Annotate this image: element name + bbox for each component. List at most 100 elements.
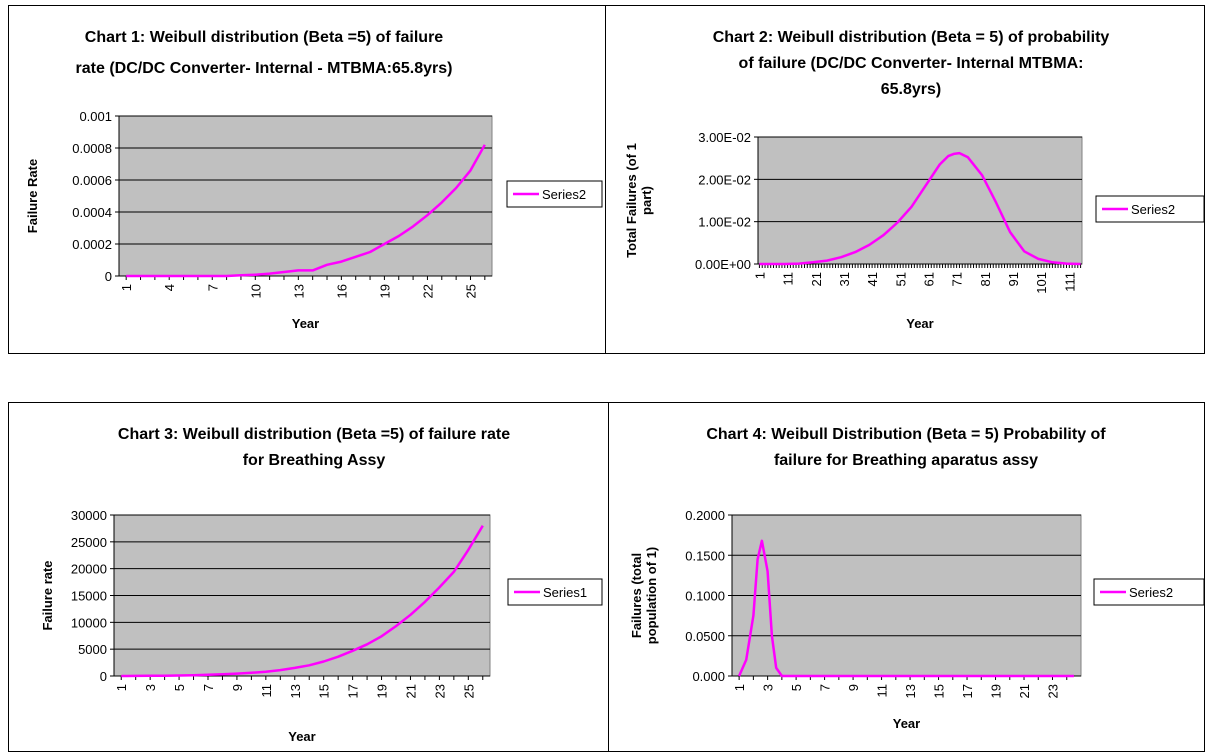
x-tick-label: 111 <box>1062 272 1077 292</box>
y-tick-label: 1.00E-02 <box>698 215 751 230</box>
x-tick-label: 7 <box>205 284 220 291</box>
x-tick-label: 7 <box>201 684 216 691</box>
y-tick-label: 10000 <box>71 615 107 630</box>
chart-title-line: Chart 1: Weibull distribution (Beta =5) … <box>85 29 444 46</box>
x-tick-label: 1 <box>114 684 129 691</box>
x-tick-label: 23 <box>432 684 447 698</box>
x-tick-label: 19 <box>377 284 392 298</box>
y-tick-label: 2.00E-02 <box>698 172 751 187</box>
x-tick-label: 9 <box>230 684 245 691</box>
y-tick-label: 20000 <box>71 562 107 577</box>
y-axis-label: population of 1) <box>644 547 659 644</box>
y-axis-label: Failures (total <box>629 553 644 638</box>
legend-label: Series2 <box>542 187 586 202</box>
x-tick-label: 23 <box>1046 684 1061 698</box>
x-tick-label: 1 <box>752 272 767 279</box>
x-tick-label: 3 <box>143 684 158 691</box>
y-tick-label: 0.000 <box>692 669 725 684</box>
y-axis-label: Failure Rate <box>25 159 40 233</box>
x-tick-label: 7 <box>818 684 833 691</box>
x-tick-label: 71 <box>950 272 965 286</box>
series-line <box>737 539 1074 678</box>
x-tick-label: 31 <box>837 272 852 286</box>
chart-title-line: 65.8yrs) <box>881 81 942 98</box>
x-tick-label: 21 <box>809 272 824 286</box>
x-tick-label: 17 <box>346 684 361 698</box>
x-tick-label: 41 <box>865 272 880 286</box>
y-tick-label: 0.0002 <box>72 237 112 252</box>
chart-title-line: Chart 3: Weibull distribution (Beta =5) … <box>118 426 510 443</box>
x-tick-label: 1 <box>119 284 134 291</box>
x-tick-label: 3 <box>761 684 776 691</box>
x-tick-label: 17 <box>960 684 975 698</box>
x-tick-label: 15 <box>317 684 332 698</box>
x-tick-label: 10 <box>248 284 263 298</box>
chart-title-line: Chart 4: Weibull Distribution (Beta = 5)… <box>706 426 1106 443</box>
chart-panel-1: Chart 1: Weibull distribution (Beta =5) … <box>8 5 606 354</box>
plot-area <box>757 136 1083 265</box>
y-tick-label: 0 <box>105 269 112 284</box>
chart-title-line: of failure (DC/DC Converter- Internal MT… <box>739 55 1084 72</box>
x-tick-label: 11 <box>259 684 274 698</box>
x-tick-label: 19 <box>989 684 1004 698</box>
x-tick-label: 22 <box>420 284 435 298</box>
y-tick-label: 0.0500 <box>685 629 725 644</box>
x-tick-label: 21 <box>403 684 418 698</box>
series-line <box>126 144 486 278</box>
x-tick-label: 19 <box>375 684 390 698</box>
chart-panel-3: Chart 3: Weibull distribution (Beta =5) … <box>8 402 609 752</box>
y-axis-label: part) <box>639 186 654 215</box>
chart-title-line: for Breathing Assy <box>243 452 386 469</box>
legend-label: Series2 <box>1131 202 1175 217</box>
y-tick-label: 0.00E+00 <box>695 257 751 272</box>
x-tick-label: 101 <box>1034 272 1049 294</box>
x-tick-label: 61 <box>921 272 936 286</box>
legend-label: Series1 <box>543 585 587 600</box>
y-tick-label: 0.2000 <box>685 508 725 523</box>
legend-label: Series2 <box>1129 585 1173 600</box>
y-tick-label: 30000 <box>71 508 107 523</box>
x-tick-label: 5 <box>789 684 804 691</box>
x-axis-label: Year <box>906 316 933 331</box>
y-tick-label: 0.0004 <box>72 205 112 220</box>
x-tick-label: 11 <box>875 684 890 698</box>
y-axis-label: Total Failures (of 1 <box>624 143 639 258</box>
x-tick-label: 16 <box>334 284 349 298</box>
x-tick-label: 11 <box>781 272 796 286</box>
x-axis-label: Year <box>288 729 315 744</box>
chart-2: Chart 2: Weibull distribution (Beta = 5)… <box>624 29 1205 331</box>
chart-title-line: rate (DC/DC Converter- Internal - MTBMA:… <box>76 60 453 77</box>
x-tick-label: 25 <box>463 284 478 298</box>
y-tick-label: 0 <box>100 669 107 684</box>
x-tick-label: 5 <box>172 684 187 691</box>
y-tick-label: 15000 <box>71 589 107 604</box>
x-tick-label: 51 <box>893 272 908 286</box>
x-tick-label: 21 <box>1017 684 1032 698</box>
series-line <box>759 151 1081 266</box>
x-tick-label: 4 <box>162 284 177 291</box>
y-tick-label: 0.0006 <box>72 173 112 188</box>
x-tick-label: 25 <box>461 684 476 698</box>
chart-3: Chart 3: Weibull distribution (Beta =5) … <box>40 426 603 744</box>
chart-1: Chart 1: Weibull distribution (Beta =5) … <box>25 29 603 331</box>
x-tick-label: 91 <box>1006 272 1021 286</box>
y-tick-label: 0.1500 <box>685 548 725 563</box>
chart-panel-4: Chart 4: Weibull Distribution (Beta = 5)… <box>608 402 1205 752</box>
y-tick-label: 25000 <box>71 535 107 550</box>
y-tick-label: 3.00E-02 <box>698 130 751 145</box>
chart-title-line: Chart 2: Weibull distribution (Beta = 5)… <box>713 29 1110 46</box>
x-tick-label: 13 <box>288 684 303 698</box>
x-tick-label: 9 <box>846 684 861 691</box>
chart-4: Chart 4: Weibull Distribution (Beta = 5)… <box>629 426 1205 731</box>
x-tick-label: 1 <box>732 684 747 691</box>
y-tick-label: 5000 <box>78 642 107 657</box>
y-axis-label: Failure rate <box>40 560 55 630</box>
x-tick-label: 15 <box>932 684 947 698</box>
x-axis-label: Year <box>893 716 920 731</box>
y-tick-label: 0.001 <box>79 109 112 124</box>
series-line <box>121 525 484 678</box>
plot-area <box>118 115 493 277</box>
x-tick-label: 13 <box>903 684 918 698</box>
y-tick-label: 0.0008 <box>72 141 112 156</box>
chart-panel-2: Chart 2: Weibull distribution (Beta = 5)… <box>605 5 1205 354</box>
